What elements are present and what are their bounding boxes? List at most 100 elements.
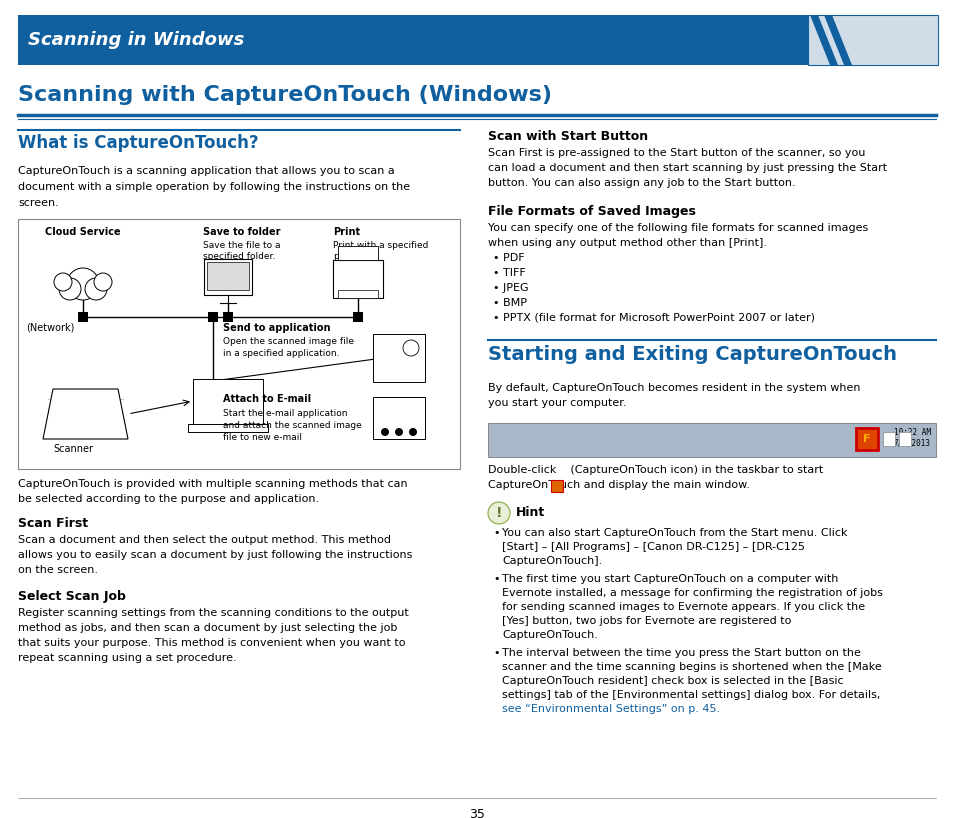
- Text: you start your computer.: you start your computer.: [488, 398, 626, 408]
- Text: printer.: printer.: [333, 252, 366, 261]
- Text: settings] tab of the [Environmental settings] dialog box. For details,: settings] tab of the [Environmental sett…: [501, 690, 880, 700]
- Text: Evernote installed, a message for confirming the registration of jobs: Evernote installed, a message for confir…: [501, 588, 882, 598]
- Text: (Network): (Network): [26, 323, 74, 333]
- Text: Open the scanned image file: Open the scanned image file: [223, 337, 354, 346]
- Text: The interval between the time you press the Start button on the: The interval between the time you press …: [501, 648, 860, 658]
- Bar: [551, 480, 562, 492]
- Bar: [882, 432, 894, 446]
- Bar: [18, 219, 459, 469]
- Circle shape: [85, 278, 107, 300]
- Bar: [373, 397, 424, 439]
- Text: File Formats of Saved Images: File Formats of Saved Images: [488, 205, 695, 218]
- Bar: [807, 15, 937, 65]
- Text: CaptureOnTouch and display the main window.: CaptureOnTouch and display the main wind…: [488, 480, 749, 490]
- Text: method as jobs, and then scan a document by just selecting the job: method as jobs, and then scan a document…: [18, 623, 397, 633]
- Bar: [855, 428, 877, 450]
- Text: Attach to E-mail: Attach to E-mail: [223, 394, 311, 404]
- Bar: [488, 423, 935, 457]
- Text: when using any output method other than [Print].: when using any output method other than …: [488, 238, 766, 248]
- Text: By default, CaptureOnTouch becomes resident in the system when: By default, CaptureOnTouch becomes resid…: [488, 383, 860, 393]
- Text: •: •: [493, 648, 499, 658]
- Bar: [353, 312, 363, 322]
- Bar: [193, 379, 263, 424]
- Text: F: F: [862, 434, 870, 444]
- Bar: [18, 15, 807, 65]
- Bar: [204, 259, 252, 295]
- Text: • BMP: • BMP: [493, 298, 526, 308]
- Text: Print: Print: [333, 227, 359, 237]
- Circle shape: [59, 278, 81, 300]
- Text: be selected according to the purpose and application.: be selected according to the purpose and…: [18, 494, 319, 504]
- Text: file to new e-mail: file to new e-mail: [223, 433, 302, 442]
- Circle shape: [380, 428, 389, 436]
- Text: Double-click    (CaptureOnTouch icon) in the taskbar to start: Double-click (CaptureOnTouch icon) in th…: [488, 465, 822, 475]
- Text: •: •: [493, 528, 499, 538]
- Text: screen.: screen.: [18, 198, 59, 208]
- Bar: [333, 260, 382, 298]
- Circle shape: [67, 268, 99, 300]
- Text: for sending scanned images to Evernote appears. If you click the: for sending scanned images to Evernote a…: [501, 602, 864, 612]
- Circle shape: [94, 273, 112, 291]
- Text: Scanning in Windows: Scanning in Windows: [28, 31, 244, 49]
- Text: Select Scan Job: Select Scan Job: [18, 590, 126, 603]
- Text: document with a simple operation by following the instructions on the: document with a simple operation by foll…: [18, 182, 410, 192]
- Text: Send to application: Send to application: [223, 323, 330, 333]
- Text: CaptureOnTouch.: CaptureOnTouch.: [501, 630, 598, 640]
- Text: [Start] – [All Programs] – [Canon DR-C125] – [DR-C125: [Start] – [All Programs] – [Canon DR-C12…: [501, 542, 804, 552]
- Bar: [898, 432, 910, 446]
- Text: !: !: [496, 506, 501, 520]
- Bar: [337, 290, 377, 298]
- Bar: [207, 262, 249, 290]
- Bar: [223, 312, 233, 322]
- Text: •: •: [493, 574, 499, 584]
- Text: You can specify one of the following file formats for scanned images: You can specify one of the following fil…: [488, 223, 867, 233]
- Text: Scanner: Scanner: [53, 444, 92, 454]
- Text: CaptureOnTouch].: CaptureOnTouch].: [501, 556, 601, 566]
- Text: Print with a specified: Print with a specified: [333, 241, 428, 250]
- Text: Save the file to a: Save the file to a: [203, 241, 280, 250]
- Text: on the screen.: on the screen.: [18, 565, 98, 575]
- Text: CaptureOnTouch is a scanning application that allows you to scan a: CaptureOnTouch is a scanning application…: [18, 166, 395, 176]
- Circle shape: [402, 340, 418, 356]
- Bar: [337, 246, 377, 260]
- Bar: [373, 334, 424, 382]
- Text: repeat scanning using a set procedure.: repeat scanning using a set procedure.: [18, 653, 236, 663]
- Polygon shape: [823, 15, 851, 65]
- Text: Starting and Exiting CaptureOnTouch: Starting and Exiting CaptureOnTouch: [488, 345, 896, 364]
- Text: Cloud Service: Cloud Service: [45, 227, 121, 237]
- Polygon shape: [43, 389, 128, 439]
- Bar: [188, 424, 268, 432]
- Polygon shape: [809, 15, 837, 65]
- Text: Register scanning settings from the scanning conditions to the output: Register scanning settings from the scan…: [18, 608, 408, 618]
- Text: in a specified application.: in a specified application.: [223, 349, 339, 358]
- Text: Hint: Hint: [516, 506, 545, 519]
- Text: CaptureOnTouch resident] check box is selected in the [Basic: CaptureOnTouch resident] check box is se…: [501, 676, 842, 686]
- Circle shape: [395, 428, 402, 436]
- Text: • PDF: • PDF: [493, 253, 524, 263]
- Bar: [208, 312, 218, 322]
- Bar: [78, 312, 88, 322]
- Text: Scan a document and then select the output method. This method: Scan a document and then select the outp…: [18, 535, 391, 545]
- Text: can load a document and then start scanning by just pressing the Start: can load a document and then start scann…: [488, 163, 886, 173]
- Text: Scan First: Scan First: [18, 517, 88, 530]
- Text: button. You can also assign any job to the Start button.: button. You can also assign any job to t…: [488, 178, 795, 188]
- Text: 35: 35: [469, 808, 484, 818]
- Text: [Yes] button, two jobs for Evernote are registered to: [Yes] button, two jobs for Evernote are …: [501, 616, 791, 626]
- Text: You can also start CaptureOnTouch from the Start menu. Click: You can also start CaptureOnTouch from t…: [501, 528, 846, 538]
- Text: Scanning with CaptureOnTouch (Windows): Scanning with CaptureOnTouch (Windows): [18, 85, 552, 105]
- Text: and attach the scanned image: and attach the scanned image: [223, 421, 361, 430]
- Text: scanner and the time scanning begins is shortened when the [Make: scanner and the time scanning begins is …: [501, 662, 881, 672]
- Text: specified folder.: specified folder.: [203, 252, 275, 261]
- Text: Scan with Start Button: Scan with Start Button: [488, 130, 647, 143]
- Text: The first time you start CaptureOnTouch on a computer with: The first time you start CaptureOnTouch …: [501, 574, 838, 584]
- Text: • PPTX (file format for Microsoft PowerPoint 2007 or later): • PPTX (file format for Microsoft PowerP…: [493, 313, 814, 323]
- Text: that suits your purpose. This method is convenient when you want to: that suits your purpose. This method is …: [18, 638, 405, 648]
- Text: allows you to easily scan a document by just following the instructions: allows you to easily scan a document by …: [18, 550, 412, 560]
- Text: CaptureOnTouch is provided with multiple scanning methods that can: CaptureOnTouch is provided with multiple…: [18, 479, 407, 489]
- Text: Start the e-mail application: Start the e-mail application: [223, 409, 347, 418]
- Circle shape: [409, 428, 416, 436]
- Text: • TIFF: • TIFF: [493, 268, 525, 278]
- Text: Save to folder: Save to folder: [203, 227, 280, 237]
- Text: What is CaptureOnTouch?: What is CaptureOnTouch?: [18, 134, 258, 152]
- Text: • JPEG: • JPEG: [493, 283, 528, 293]
